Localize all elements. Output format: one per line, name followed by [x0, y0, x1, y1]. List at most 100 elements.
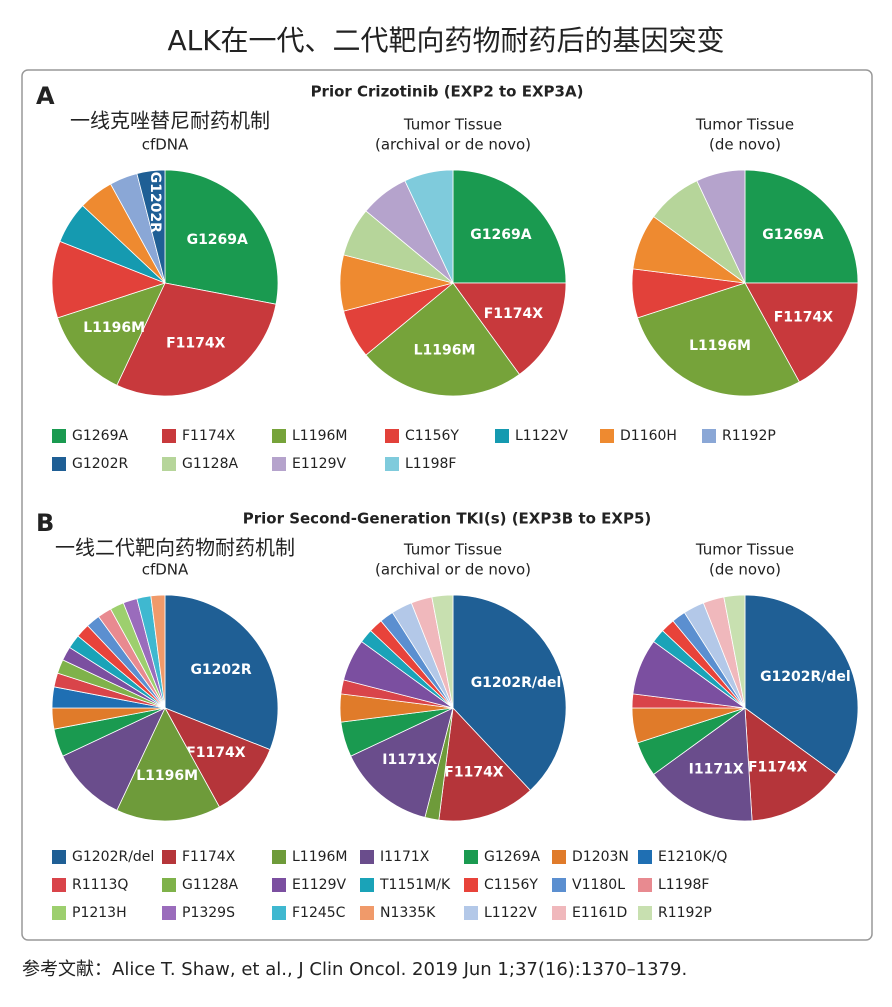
slice-label: F1174X [774, 310, 834, 326]
pie-slice [744, 282, 859, 383]
pie-subtitle: (archival or de novo) [375, 561, 531, 579]
pie-slice [452, 169, 567, 284]
legend-label: G1202R [72, 456, 128, 472]
legend-swatch [638, 850, 652, 864]
pie-subtitle: (de novo) [709, 136, 781, 154]
legend-label: D1203N [572, 849, 629, 865]
legend-swatch [272, 850, 286, 864]
panel-note: 一线克唑替尼耐药机制 [70, 109, 270, 133]
legend-label: L1196M [292, 849, 348, 865]
panel-title: Prior Second-Generation TKI(s) (EXP3B to… [243, 510, 652, 528]
pie-slice [653, 707, 753, 822]
panel-title: Prior Crizotinib (EXP2 to EXP3A) [311, 83, 584, 101]
pie-slice [164, 169, 279, 305]
legend-label: V1180L [572, 877, 625, 893]
slice-label: F1174X [444, 764, 504, 780]
legend-swatch [638, 906, 652, 920]
pie-slice [116, 282, 277, 397]
slice-label: G1202R/del [760, 669, 851, 685]
pie-slice [150, 594, 166, 709]
pie-slice [116, 707, 220, 822]
legend-swatch [162, 429, 176, 443]
legend-swatch [552, 850, 566, 864]
legend-swatch [464, 850, 478, 864]
pie-slice [723, 594, 746, 709]
pie-slice [637, 282, 800, 397]
legend-label: L1198F [658, 877, 709, 893]
slice-label: F1174X [186, 745, 246, 761]
pie-slice [62, 707, 166, 811]
pie-slice [744, 707, 837, 822]
legend-swatch [552, 906, 566, 920]
pie-slice [350, 707, 454, 818]
legend-swatch [638, 878, 652, 892]
legend-swatch [495, 429, 509, 443]
slice-label: L1196M [83, 320, 145, 336]
slice-label: G1202R/del [471, 675, 562, 691]
legend-swatch [52, 850, 66, 864]
pie-title: Tumor Tissue [695, 116, 794, 134]
page-title: ALK在一代、二代靶向药物耐药后的基因突变 [167, 24, 724, 57]
legend-label: E1210K/Q [658, 849, 727, 865]
legend-swatch [162, 850, 176, 864]
legend-swatch [162, 878, 176, 892]
pie-title: Tumor Tissue [403, 116, 502, 134]
legend-label: F1174X [182, 849, 236, 865]
legend-swatch [600, 429, 614, 443]
legend-swatch [464, 878, 478, 892]
legend-label: T1151M/K [379, 877, 451, 893]
legend-label: G1269A [72, 428, 128, 444]
legend-label: G1128A [182, 877, 238, 893]
legend-swatch [360, 878, 374, 892]
pie-slice [404, 169, 454, 284]
slice-label: I1171X [382, 752, 437, 768]
legend-label: G1128A [182, 456, 238, 472]
panel-label: A [36, 82, 55, 110]
legend-label: R1192P [658, 905, 712, 921]
pie-slice [438, 707, 531, 822]
legend-label: L1122V [515, 428, 568, 444]
pie-title: cfDNA [142, 561, 189, 579]
pie-slice [452, 282, 567, 375]
legend-swatch [52, 429, 66, 443]
slice-label: F1174X [484, 306, 544, 322]
legend-swatch [360, 850, 374, 864]
pie-subtitle: (archival or de novo) [375, 136, 531, 154]
legend-label: L1198F [405, 456, 456, 472]
slice-label: G1269A [762, 227, 823, 243]
legend-label: L1196M [292, 428, 348, 444]
pie-slice [452, 594, 567, 791]
legend-label: E1129V [292, 456, 346, 472]
slice-label: G1202R [147, 172, 163, 233]
legend-label: P1329S [182, 905, 235, 921]
legend-swatch [272, 457, 286, 471]
slice-label: F1174X [748, 759, 808, 775]
pie-slice [51, 240, 167, 319]
slice-label: F1174X [166, 335, 226, 351]
pie-slice [57, 282, 166, 386]
pie-slice [696, 169, 746, 284]
slice-label: G1269A [470, 227, 531, 243]
legend-label: R1192P [722, 428, 776, 444]
legend-label: C1156Y [484, 877, 538, 893]
legend-swatch [52, 457, 66, 471]
pie-title: Tumor Tissue [695, 541, 794, 559]
panel-label: B [36, 509, 54, 537]
legend-swatch [162, 906, 176, 920]
pie-title: Tumor Tissue [403, 541, 502, 559]
pie-slice [431, 594, 454, 709]
legend-swatch [272, 906, 286, 920]
slice-label: L1196M [414, 342, 476, 358]
legend-label: D1160H [620, 428, 677, 444]
footer: 参考文献：Alice T. Shaw, et al., J Clin Oncol… [22, 959, 687, 980]
slice-label: L1196M [689, 338, 751, 354]
slice-label: G1269A [187, 232, 248, 248]
legend-label: E1161D [572, 905, 627, 921]
pie-slice [136, 169, 166, 284]
panel-note: 一线二代靶向药物耐药机制 [55, 536, 295, 560]
legend-swatch [272, 429, 286, 443]
legend-swatch [385, 429, 399, 443]
slice-label: G1202R [190, 662, 251, 678]
legend-swatch [385, 457, 399, 471]
legend-swatch [272, 878, 286, 892]
